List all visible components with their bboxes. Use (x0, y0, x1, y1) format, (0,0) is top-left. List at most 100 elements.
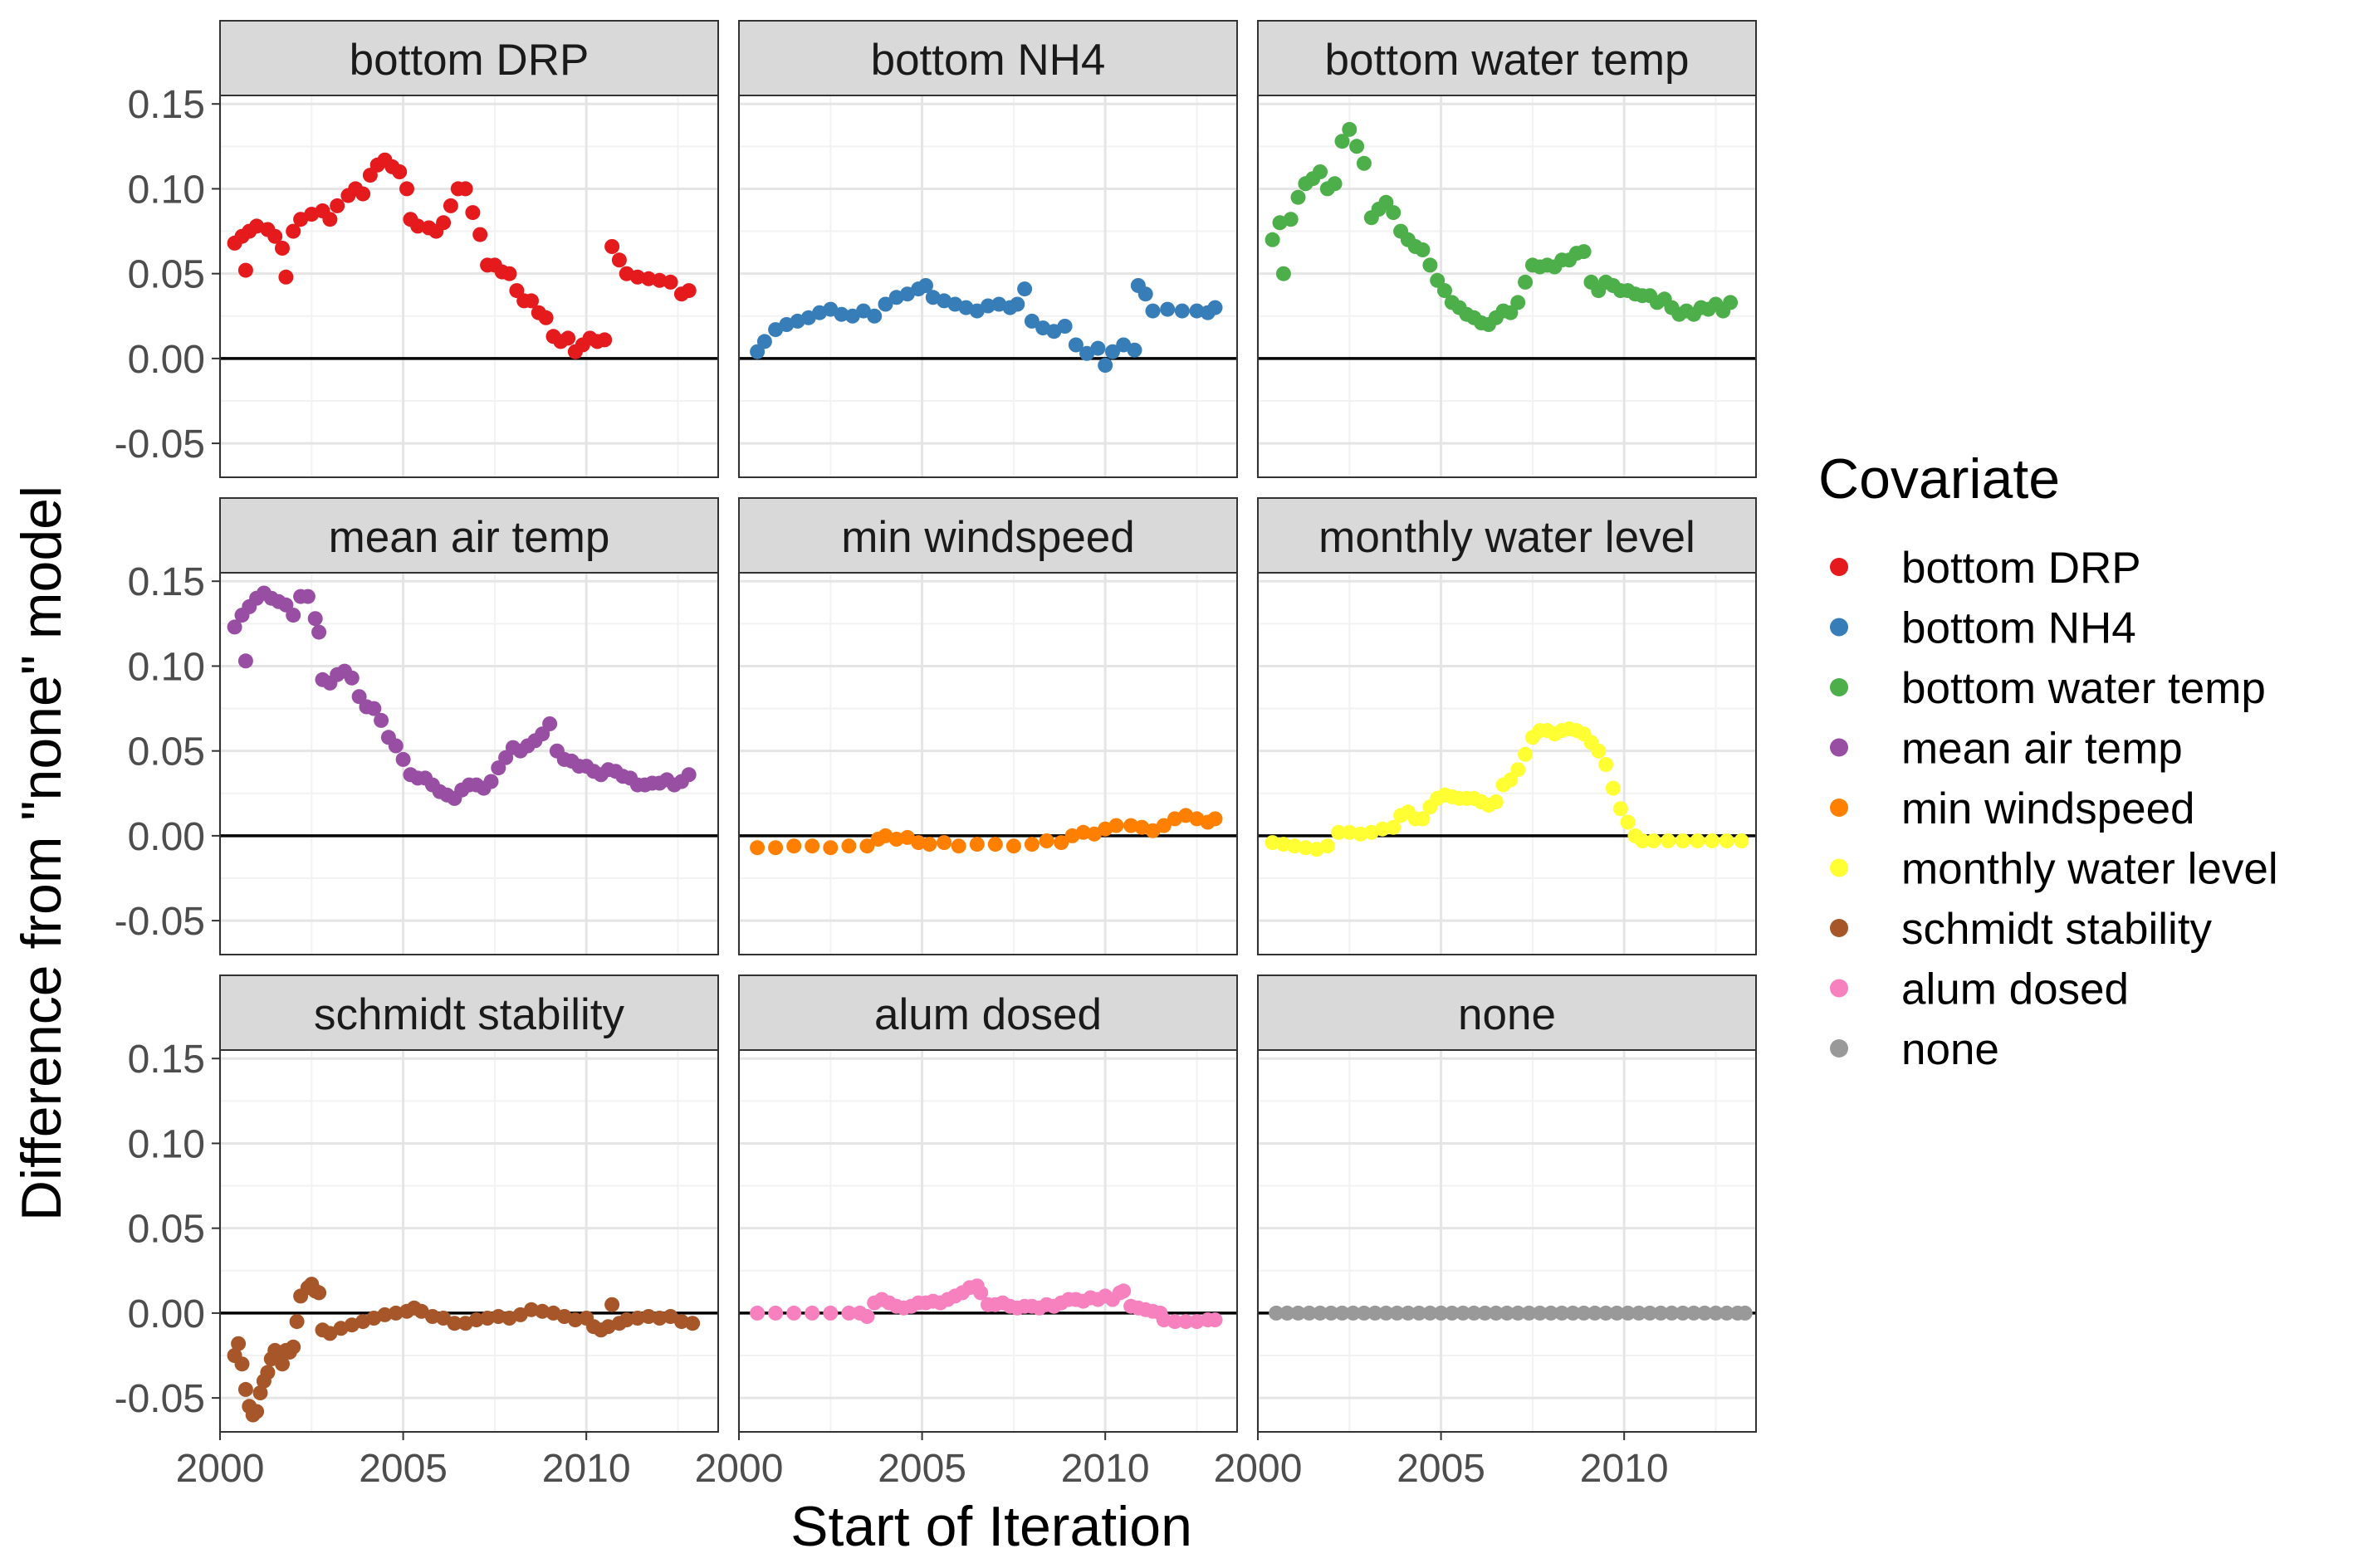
x-tick-label: 2000 (695, 1447, 784, 1491)
data-point (681, 283, 697, 299)
data-point (1587, 1305, 1602, 1321)
data-point (805, 1305, 820, 1321)
data-point (231, 1336, 247, 1351)
y-axis-title: Difference from "none" model (10, 486, 73, 1221)
data-point (1386, 819, 1402, 835)
data-point (388, 1305, 404, 1321)
data-point (1653, 1305, 1669, 1321)
data-point (275, 1356, 290, 1372)
series-none-points (1269, 1305, 1753, 1321)
data-point (1167, 1314, 1182, 1330)
data-point (922, 837, 937, 852)
data-point (629, 1311, 645, 1326)
data-point (443, 198, 458, 213)
data-point (1207, 1312, 1223, 1328)
data-point (524, 293, 539, 309)
data-point (1631, 1305, 1646, 1321)
data-point (1591, 743, 1607, 759)
y-tick-label: 0.05 (128, 253, 205, 297)
data-point (1705, 833, 1720, 848)
x-tick-label: 2010 (1061, 1447, 1150, 1491)
data-point (1576, 244, 1592, 260)
data-point (1690, 833, 1705, 848)
data-point (524, 1302, 539, 1317)
facet-strip (219, 975, 719, 1051)
data-point (1510, 1305, 1526, 1321)
y-tick-label: 0.10 (128, 168, 205, 212)
y-tick-label: 0.15 (128, 1038, 205, 1082)
data-point (457, 181, 473, 197)
facet-strip (219, 20, 719, 96)
data-point (1127, 342, 1142, 358)
data-point (1510, 295, 1526, 310)
data-point (377, 1307, 393, 1322)
data-point (1353, 826, 1368, 842)
data-point (483, 774, 499, 789)
data-point (1174, 303, 1190, 319)
data-point (1156, 818, 1172, 833)
data-point (750, 1305, 766, 1321)
data-point (756, 334, 772, 349)
data-point (1375, 821, 1390, 837)
data-point (344, 670, 360, 686)
data-point (1075, 824, 1091, 840)
data-point (1723, 295, 1739, 310)
facet-bottom-nh4: bottom NH4 (737, 20, 1238, 478)
data-point (472, 227, 488, 242)
data-point (286, 223, 301, 239)
data-point (1178, 1314, 1194, 1330)
data-point (1265, 232, 1280, 247)
data-point (1275, 837, 1291, 852)
y-tick-label: 0.00 (128, 815, 205, 859)
legend-item-mean-air-temp: mean air temp (1830, 725, 2183, 774)
y-tick-label: 0.00 (128, 1292, 205, 1336)
data-point (1137, 286, 1153, 302)
data-point (355, 186, 371, 202)
data-point (1123, 818, 1139, 833)
data-point (491, 1309, 506, 1324)
data-point (604, 1297, 620, 1312)
facet-strip-label: alum dosed (874, 990, 1102, 1039)
data-point (652, 1311, 668, 1326)
data-point (823, 840, 839, 856)
data-point (465, 205, 481, 221)
facet-strip (1257, 975, 1757, 1051)
data-point (1697, 1305, 1713, 1321)
data-point (641, 1309, 657, 1324)
legend-key (1830, 678, 1848, 696)
x-tick-label: 2005 (878, 1447, 966, 1491)
data-point (436, 215, 452, 231)
data-point (1477, 1305, 1493, 1321)
data-point (447, 1316, 462, 1331)
facet-strip (738, 20, 1238, 96)
x-tick-label: 2010 (1580, 1447, 1669, 1491)
series-bottom-water-temp-points (1265, 121, 1739, 332)
panel-background (220, 1050, 718, 1432)
facet-strip (1257, 20, 1757, 96)
data-point (1675, 833, 1690, 848)
data-point (597, 332, 613, 348)
data-point (619, 1312, 634, 1328)
facet-strip (738, 497, 1238, 574)
data-point (1518, 746, 1534, 762)
legend-key (1830, 858, 1848, 877)
data-point (1708, 1305, 1724, 1321)
data-point (252, 1385, 268, 1400)
data-point (395, 751, 411, 767)
data-point (330, 198, 345, 213)
data-point (1189, 1314, 1205, 1330)
facet-schmidt-stability: schmidt stability (218, 975, 719, 1433)
data-point (1275, 266, 1291, 281)
data-point (1521, 1305, 1537, 1321)
data-point (1269, 1305, 1284, 1321)
data-point (1356, 155, 1372, 171)
data-point (480, 1311, 496, 1326)
data-point (249, 1404, 265, 1419)
facet-monthly-water-level: monthly water level (1256, 497, 1757, 955)
data-point (1620, 814, 1636, 830)
y-tick-label: 0.00 (128, 338, 205, 382)
data-point (834, 306, 849, 322)
data-point (1686, 1305, 1701, 1321)
data-point (1145, 303, 1161, 319)
facet-strip-label: monthly water level (1318, 513, 1695, 562)
